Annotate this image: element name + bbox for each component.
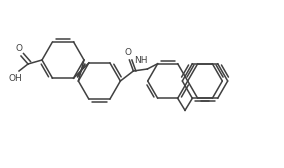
Text: O: O [125, 48, 132, 57]
Text: OH: OH [8, 74, 22, 83]
Text: O: O [16, 44, 22, 53]
Text: NH: NH [135, 56, 148, 65]
